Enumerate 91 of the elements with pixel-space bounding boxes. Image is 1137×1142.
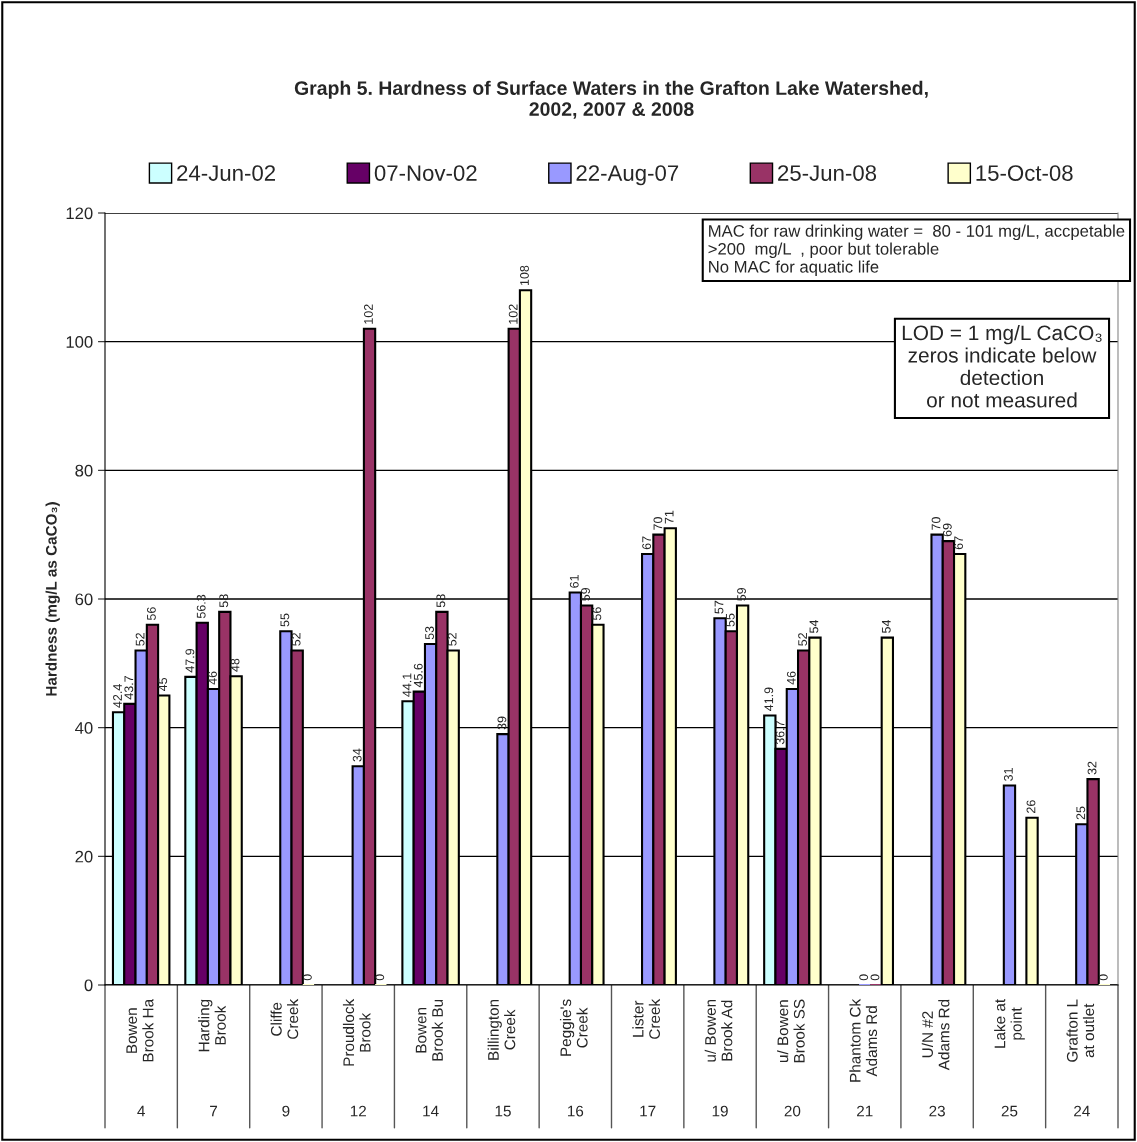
data-label: 0 — [1098, 974, 1108, 981]
data-label: 52 — [798, 633, 808, 646]
data-label: 102 — [508, 304, 518, 324]
data-label: 0 — [859, 974, 869, 981]
y-tick-label: 100 — [66, 336, 93, 348]
data-label: 0 — [375, 974, 385, 981]
legend-label: 22-Aug-07 — [576, 165, 679, 186]
y-tick-label: 0 — [84, 979, 93, 992]
data-label: 41.9 — [764, 687, 774, 711]
data-label: 58 — [436, 594, 446, 608]
y-tick-label: 20 — [75, 850, 93, 863]
text: 17 — [640, 1105, 656, 1117]
data-label: 102 — [364, 304, 373, 324]
data-label: 39 — [497, 716, 507, 730]
x-tick-label: Bowen Brook Bu — [415, 999, 443, 1061]
data-label: 70 — [653, 517, 663, 530]
data-label: 70 — [931, 517, 941, 530]
x-tick-label: u/ Bowen Brook Ad — [704, 999, 733, 1062]
data-label: 52 — [135, 633, 145, 646]
text: 9 — [282, 1105, 290, 1117]
text: 23 — [929, 1105, 945, 1117]
x-tick-label: Peggie's Creek — [559, 999, 588, 1056]
text: 16 — [567, 1105, 584, 1117]
x-tick-label: Harding Brook — [198, 999, 226, 1052]
annotation: LOD = 1 mg/L CaCO₃ zeros indicate below detection or not measured — [902, 324, 1102, 408]
x-tick-label: Bowen Brook Ha — [126, 998, 154, 1062]
data-label: 59 — [737, 587, 746, 601]
text: 14 — [423, 1105, 439, 1117]
y-tick-label: 80 — [75, 464, 93, 477]
data-label: 54 — [809, 619, 819, 633]
data-label: 54 — [881, 619, 891, 633]
text: 12 — [350, 1105, 366, 1117]
x-tick-label: Grafton L at outlet — [1066, 999, 1095, 1062]
data-label: 53 — [425, 626, 434, 640]
data-label: 57 — [714, 600, 724, 614]
annotation: MAC for raw drinking water = 80 - 101 mg/L, accpetable >200 mg/L , poor but tolerable No MAC for aquatic life — [708, 224, 1125, 277]
data-label: 0 — [870, 974, 880, 981]
x-tick-label: Proudlock Brook — [342, 998, 371, 1066]
x-tick-label: Phantom Ck Adams Rd — [849, 998, 878, 1082]
data-label: 67 — [642, 536, 652, 550]
x-tick-label: Cliffe Creek — [270, 998, 299, 1039]
data-label: 52 — [291, 633, 301, 646]
data-label: 108 — [520, 265, 529, 286]
legend-label: 15-Oct-08 — [976, 165, 1073, 181]
legend-label: 07-Nov-02 — [374, 165, 477, 181]
data-label: 55 — [725, 613, 735, 627]
chart-title: Graph 5. Hardness of Surface Waters in the Grafton Lake Watershed, 2002, 2007 & 2008 — [294, 80, 928, 119]
data-label: 52 — [447, 633, 457, 646]
data-label: 25 — [1076, 806, 1086, 820]
data-label: 26 — [1026, 800, 1036, 813]
y-axis-title: Hardness (mg/L as CaCO₃) — [45, 502, 60, 696]
data-label: 46 — [786, 671, 796, 685]
data-label: 46 — [208, 671, 217, 685]
data-label: 61 — [569, 575, 579, 588]
data-label: 67 — [954, 536, 964, 550]
text: 20 — [784, 1105, 801, 1117]
legend-label: 24-Jun-02 — [177, 165, 276, 181]
data-label: 44.1 — [402, 673, 412, 697]
data-label: 69 — [942, 523, 952, 537]
text: 24 — [1074, 1105, 1090, 1117]
legend-label: 25-Jun-08 — [778, 165, 877, 181]
x-tick-label: u/ Bowen Brook SS — [777, 999, 805, 1063]
data-label: 32 — [1087, 761, 1097, 775]
text: 21 — [857, 1105, 873, 1117]
text: 19 — [712, 1105, 728, 1117]
data-label: 56 — [146, 607, 156, 621]
text: 25 — [1001, 1105, 1018, 1117]
data-label: 59 — [581, 587, 590, 601]
y-tick-label: 40 — [75, 722, 93, 734]
y-tick-label: 60 — [75, 593, 93, 606]
x-tick-label: Lister Creek — [632, 998, 661, 1039]
text: 4 — [137, 1105, 145, 1117]
data-label: 45.6 — [413, 663, 423, 688]
data-label: 31 — [1003, 768, 1013, 781]
data-label: 71 — [664, 510, 674, 524]
data-label: 48 — [230, 658, 240, 672]
data-label: 42.4 — [113, 684, 122, 708]
text: 15 — [495, 1105, 511, 1117]
x-tick-label: U/N #2 Adams Rd — [921, 999, 950, 1071]
data-label: 34 — [352, 748, 362, 762]
text: 7 — [210, 1105, 218, 1117]
data-label: 45 — [158, 677, 168, 692]
data-label: 58 — [219, 594, 229, 608]
data-label: 36.7 — [775, 721, 785, 745]
x-tick-label: Lake at point — [994, 999, 1025, 1048]
x-tick-label: Billington Creek — [487, 999, 516, 1060]
data-label: 43.7 — [124, 676, 134, 700]
data-label: 56 — [592, 607, 602, 621]
data-label: 47.9 — [185, 648, 195, 673]
data-label: 55 — [280, 613, 290, 627]
y-tick-label: 120 — [66, 207, 93, 220]
